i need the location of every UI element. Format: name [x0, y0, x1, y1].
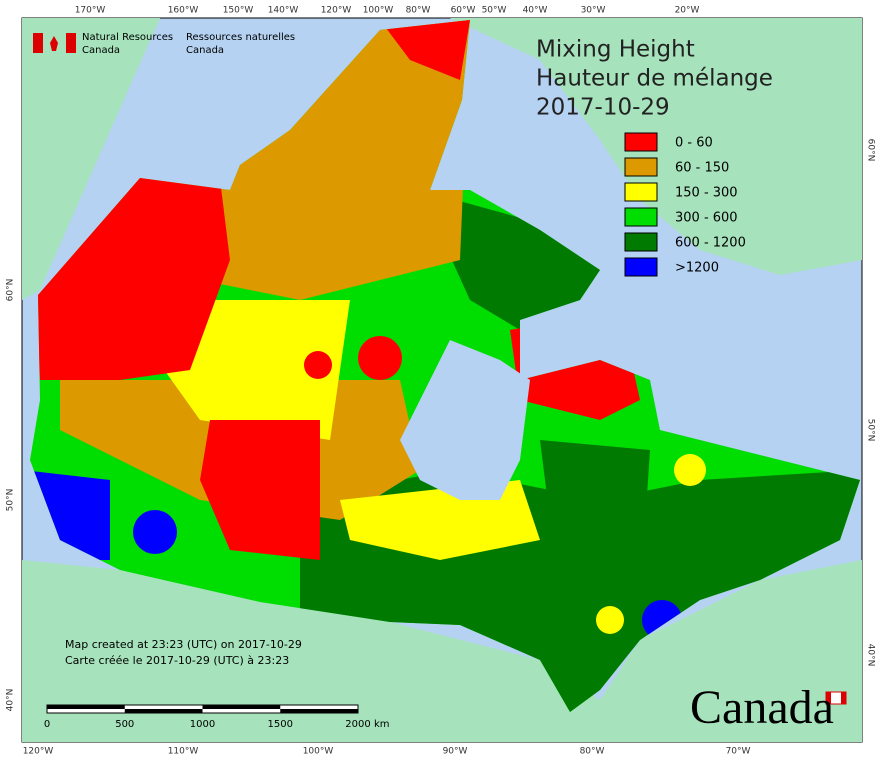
- legend-swatch: [624, 132, 658, 152]
- longitude-label: 110°W: [168, 747, 199, 757]
- legend-swatch: [624, 257, 658, 277]
- legend-swatch: [624, 232, 658, 252]
- scale-bar-segment: [280, 709, 358, 713]
- scale-unit: km: [374, 719, 390, 730]
- maple-leaf: [50, 36, 58, 51]
- flag-bar: [66, 33, 76, 53]
- scale-label: 1000: [190, 719, 215, 730]
- longitude-label: 170°W: [75, 6, 106, 16]
- hudson-bay: [400, 340, 530, 500]
- longitude-label: 90°W: [443, 747, 468, 757]
- longitude-label: 100°W: [363, 6, 394, 16]
- legend-swatch: [624, 207, 658, 227]
- legend-label: 300 - 600: [675, 211, 738, 226]
- title: Mixing Height: [536, 37, 695, 63]
- scale-label: 0: [44, 719, 50, 730]
- latitude-label: 60°N: [866, 139, 876, 162]
- longitude-label: 120°W: [321, 6, 352, 16]
- legend-label: 600 - 1200: [675, 236, 746, 251]
- longitude-label: 60°W: [451, 6, 476, 16]
- longitude-label: 160°W: [168, 6, 199, 16]
- title: 2017-10-29: [536, 95, 670, 121]
- legend-label: 60 - 150: [675, 161, 729, 176]
- legend-label: 0 - 60: [675, 136, 713, 151]
- flag-bar: [33, 33, 43, 53]
- wordmark: Canada: [690, 681, 834, 734]
- legend-label: 150 - 300: [675, 186, 738, 201]
- latitude-label: 50°N: [866, 419, 876, 442]
- longitude-label: 120°W: [23, 747, 54, 757]
- agency-fr: Canada: [186, 45, 224, 56]
- flag-bar: [841, 692, 846, 704]
- scale-label: 2000: [345, 719, 370, 730]
- longitude-label: 50°W: [482, 6, 507, 16]
- latitude-label: 40°N: [866, 644, 876, 667]
- latitude-label: 50°N: [6, 489, 16, 512]
- scale-label: 500: [115, 719, 134, 730]
- longitude-label: 140°W: [268, 6, 299, 16]
- scale-label: 1500: [268, 719, 293, 730]
- scale-bar-segment: [124, 709, 203, 713]
- scale-bar-segment: [202, 705, 281, 709]
- alaska: [22, 18, 160, 300]
- longitude-label: 80°W: [406, 6, 431, 16]
- credit-fr: Carte créée le 2017-10-29 (UTC) à 23:23: [65, 654, 289, 667]
- latitude-label: 40°N: [6, 689, 16, 712]
- agency-en: Canada: [82, 45, 120, 56]
- legend-swatch: [624, 157, 658, 177]
- flag-bar: [826, 692, 831, 704]
- longitude-label: 30°W: [581, 6, 606, 16]
- longitude-label: 150°W: [223, 6, 254, 16]
- longitude-label: 100°W: [303, 747, 334, 757]
- longitude-label: 40°W: [523, 6, 548, 16]
- agency-en: Natural Resources: [82, 32, 173, 43]
- credit-en: Map created at 23:23 (UTC) on 2017-10-29: [65, 638, 302, 651]
- agency-fr: Ressources naturelles: [186, 32, 295, 43]
- legend-swatch: [624, 182, 658, 202]
- longitude-label: 20°W: [675, 6, 700, 16]
- latitude-label: 60°N: [6, 279, 16, 302]
- legend-label: >1200: [675, 261, 719, 276]
- scale-bar-segment: [47, 705, 125, 709]
- longitude-label: 70°W: [726, 747, 751, 757]
- longitude-label: 80°W: [580, 747, 605, 757]
- title: Hauteur de mélange: [536, 66, 773, 92]
- usa: [22, 560, 862, 742]
